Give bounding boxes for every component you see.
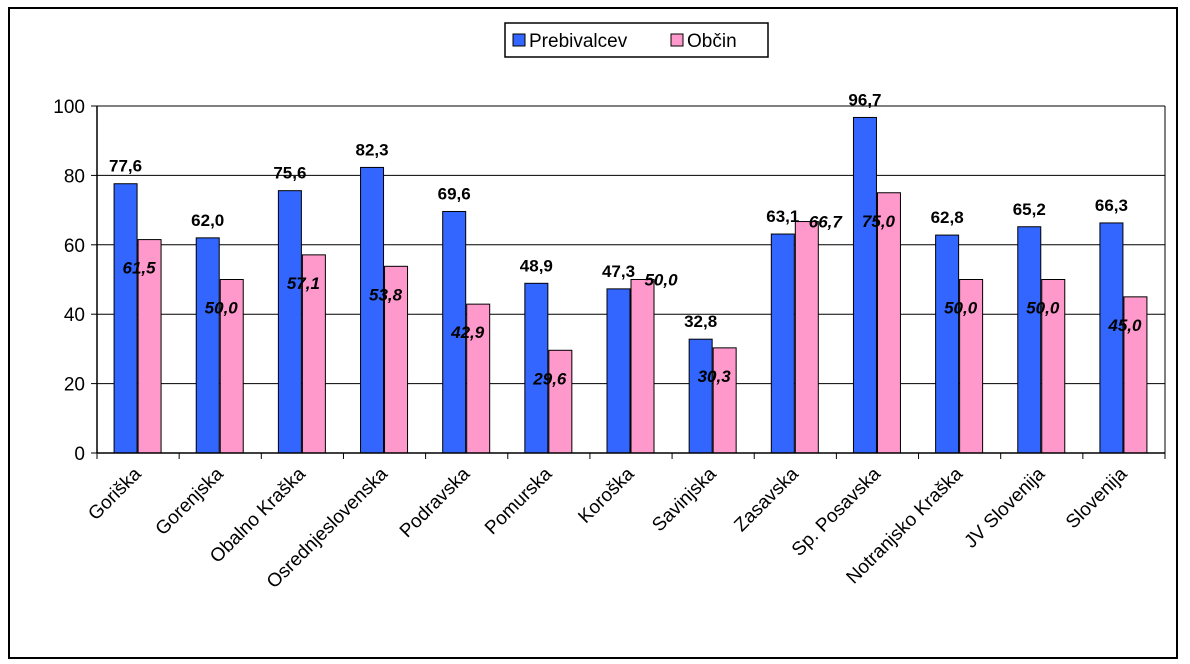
value-label-prebivalcev: 77,6: [109, 157, 142, 176]
value-label-obcin: 45,0: [1107, 316, 1142, 335]
value-label-obcin: 50,0: [205, 299, 239, 318]
bar-prebivalcev: [113, 183, 138, 454]
y-tick-label: 80: [64, 166, 85, 187]
bar-prebivalcev: [195, 237, 220, 454]
bar-prebivalcev: [1017, 226, 1042, 454]
value-label-obcin: 53,8: [369, 285, 403, 304]
value-labels: 77,6 61,5 62,0 50,0 75,6 57,1 82,3 53,8 69,6 42,9…: [109, 90, 1142, 388]
value-label-prebivalcev: 66,3: [1095, 196, 1128, 215]
value-label-prebivalcev: 65,2: [1013, 200, 1046, 219]
y-tick-label: 100: [53, 97, 85, 118]
y-tick-label: 0: [74, 444, 85, 465]
value-label-prebivalcev: 48,9: [520, 256, 553, 275]
bar-obcin: [794, 221, 819, 454]
bar-obcin: [876, 192, 901, 454]
bar-prebivalcev: [606, 288, 631, 454]
value-label-obcin: 50,0: [644, 271, 678, 290]
category-label: Savinjska: [648, 463, 721, 536]
bar-prebivalcev: [935, 234, 960, 454]
category-label: Koroška: [574, 463, 638, 527]
bar-prebivalcev: [1099, 222, 1124, 454]
value-label-obcin: 75,0: [862, 212, 896, 231]
y-tick-label: 20: [64, 375, 85, 396]
category-label: Pomurska: [481, 463, 557, 539]
legend-swatch-obcin: [670, 33, 684, 47]
category-label: Zasavska: [730, 463, 803, 536]
value-label-prebivalcev: 96,7: [848, 90, 881, 109]
bar-prebivalcev: [852, 116, 877, 454]
bar-prebivalcev: [524, 282, 549, 454]
bar-prebivalcev: [770, 233, 795, 454]
category-label: Goriška: [84, 463, 145, 524]
value-label-obcin: 42,9: [450, 323, 485, 342]
bar-prebivalcev: [688, 338, 713, 454]
category-label: Slovenija: [1062, 463, 1132, 533]
legend-swatch-prebivalcev: [512, 33, 526, 47]
category-label: Gorenjska: [152, 463, 228, 539]
legend: Prebivalcev Občin: [504, 22, 769, 58]
value-label-obcin: 29,6: [532, 369, 567, 388]
y-tick-label: 60: [64, 236, 85, 257]
legend-label-obcin: Občin: [687, 31, 737, 52]
value-label-prebivalcev: 47,3: [602, 262, 635, 281]
value-label-prebivalcev: 62,0: [191, 211, 224, 230]
category-label: Podravska: [396, 463, 475, 542]
value-label-prebivalcev: 32,8: [684, 312, 717, 331]
bar-obcin: [548, 349, 573, 454]
bar-obcin: [712, 347, 737, 454]
value-label-obcin: 30,3: [698, 367, 732, 386]
bar-prebivalcev: [360, 166, 385, 454]
value-label-obcin: 50,0: [1026, 299, 1060, 318]
value-label-obcin: 66,7: [809, 213, 844, 232]
bar-prebivalcev: [277, 190, 302, 454]
bars: [113, 116, 1148, 454]
y-tick-label: 40: [64, 305, 85, 326]
value-label-prebivalcev: 82,3: [355, 140, 388, 159]
y-axis-ticks: 0 20 40 60 80 100: [53, 97, 97, 465]
axes: [96, 106, 1166, 459]
value-label-prebivalcev: 63,1: [766, 207, 799, 226]
value-label-prebivalcev: 69,6: [438, 184, 471, 203]
value-label-prebivalcev: 62,8: [931, 208, 964, 227]
legend-label-prebivalcev: Prebivalcev: [529, 31, 628, 52]
value-label-prebivalcev: 75,6: [273, 164, 306, 183]
legend-box: [504, 22, 769, 58]
category-label: JV Slovenija: [961, 463, 1050, 552]
value-label-obcin: 61,5: [123, 259, 157, 278]
bar-obcin: [630, 279, 655, 454]
value-label-obcin: 50,0: [944, 299, 978, 318]
value-label-obcin: 57,1: [287, 274, 320, 293]
